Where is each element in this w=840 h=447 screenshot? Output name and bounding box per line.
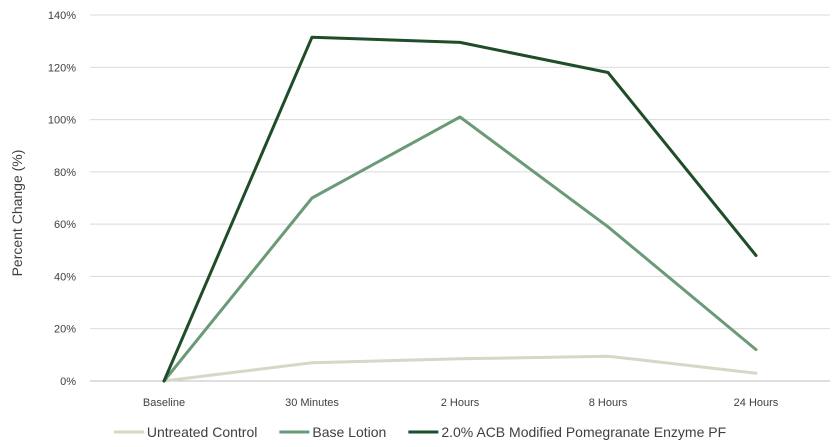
x-tick-label: 24 Hours (734, 397, 779, 409)
y-axis-label: Percent Change (%) (9, 150, 25, 277)
x-tick-label: Baseline (143, 397, 185, 409)
x-tick-label: 2 Hours (441, 397, 480, 409)
y-tick-label: 20% (54, 324, 76, 336)
y-tick-label: 80% (54, 167, 76, 179)
legend: Untreated Control Base Lotion 2.0% ACB Mod… (113, 424, 726, 440)
legend-label: Base Lotion (312, 424, 386, 440)
y-tick-label: 140% (48, 10, 76, 22)
x-tick-label: 8 Hours (589, 397, 628, 409)
y-tick-labels: 0% 20% 40% 60% 80% 100% 120% 140% (48, 10, 76, 388)
legend-label: 2.0% ACB Modified Pomegranate Enzyme PF (441, 424, 726, 440)
y-tick-label: 120% (48, 62, 76, 74)
series-line (162, 115, 758, 383)
y-tick-label: 60% (54, 219, 76, 231)
x-tick-labels: Baseline 30 Minutes 2 Hours 8 Hours 24 Hours (143, 397, 779, 409)
x-tick-label: 30 Minutes (285, 397, 339, 409)
series-lines (162, 35, 758, 383)
gridlines (90, 14, 830, 382)
legend-item: 2.0% ACB Modified Pomegranate Enzyme PF (408, 424, 726, 440)
y-tick-label: 0% (60, 376, 76, 388)
legend-item: Base Lotion (279, 424, 386, 440)
y-tick-label: 40% (54, 271, 76, 283)
series-line (162, 354, 758, 383)
y-tick-label: 100% (48, 115, 76, 127)
legend-item: Untreated Control (113, 424, 258, 440)
legend-label: Untreated Control (147, 424, 258, 440)
series-line (162, 35, 758, 383)
